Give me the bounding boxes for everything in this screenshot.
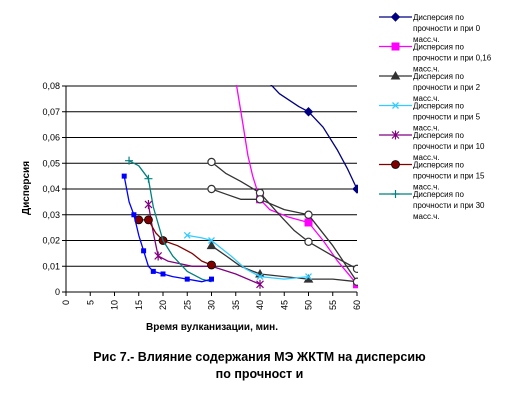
legend-label-1: масс.ч. [413, 35, 440, 44]
legend-label-6: Дисперсия по [413, 161, 464, 170]
y-tick-label: 0,05 [42, 158, 60, 168]
data-point-series-4 [208, 237, 215, 244]
x-tick-label: 25 [182, 300, 192, 310]
data-point-series-7 [125, 156, 134, 165]
legend-marker-6 [391, 160, 400, 169]
y-tick-label: 0,08 [42, 81, 60, 91]
data-point-series-8 [184, 276, 190, 282]
data-point-series-8 [150, 268, 156, 274]
data-point-series-5 [144, 199, 153, 209]
legend-marker-3 [390, 70, 401, 80]
x-tick-label: 10 [110, 300, 120, 310]
y-tick-label: 0,02 [42, 236, 60, 246]
legend-marker-5 [391, 130, 400, 140]
data-point-series-3 [206, 240, 217, 250]
legend-label-1: прочности и при 0 [413, 24, 481, 33]
x-tick-label: 5 [85, 300, 95, 305]
y-tick-label: 0,03 [42, 210, 60, 220]
legend-label-5: прочности и при 10 [413, 142, 485, 151]
data-point-series-2 [304, 218, 313, 227]
data-point-series-6 [144, 215, 153, 225]
data-point-series-10 [255, 195, 265, 204]
legend-label-2: масс.ч. [413, 65, 440, 74]
data-point-series-4 [256, 273, 264, 281]
series-line-3 [211, 245, 358, 283]
legend-marker-2 [391, 42, 400, 51]
data-point-series-8 [121, 173, 127, 179]
legend-label-2: Дисперсия по [413, 43, 464, 52]
legend-label-7: Дисперсия по [413, 190, 464, 199]
data-point-series-8 [131, 212, 137, 218]
legend-label-3: прочности и при 2 [413, 83, 481, 92]
legend-label-2: прочности и при 0,16 [413, 54, 492, 63]
x-tick-label: 15 [134, 300, 144, 310]
data-point-series-10 [207, 184, 216, 194]
legend-label-4: Дисперсия по [413, 102, 464, 111]
data-point-series-4 [305, 273, 312, 281]
data-point-series-10 [352, 277, 358, 286]
y-tick-label: 0,07 [42, 107, 60, 117]
data-point-series-9 [304, 237, 313, 246]
legend-label-5: Дисперсия по [413, 131, 464, 140]
legend-label-3: масс.ч. [413, 94, 440, 103]
caption-line-2: по прочност и [215, 367, 304, 381]
legend-label-3: Дисперсия по [413, 72, 464, 81]
data-point-series-6 [207, 260, 216, 270]
x-tick-label: 50 [304, 300, 314, 310]
legend-marker-4 [392, 102, 399, 109]
data-point-series-4 [183, 231, 191, 239]
data-point-series-5 [256, 279, 264, 289]
x-tick-label: 45 [279, 300, 289, 310]
data-point-series-9 [352, 264, 358, 274]
legend-marker-7 [391, 190, 400, 198]
legend-label-6: масс.ч. [413, 183, 440, 192]
legend-marker-1 [390, 12, 401, 22]
series-line-10 [211, 188, 358, 283]
data-point-series-8 [160, 271, 166, 277]
caption-line-1: Рис 7.- Влияние содержания МЭ ЖКТМ на ди… [93, 350, 426, 364]
x-tick-label: 55 [328, 300, 338, 310]
data-point-series-10 [304, 210, 313, 219]
x-tick-label: 40 [255, 300, 265, 310]
data-point-series-9 [207, 157, 216, 167]
plot-area: 0 0,01 0,02 0,03 0,04 0,05 0,06 0,07 0,08 0 5 10 15 2… [42, 81, 362, 310]
y-tick-label: 0,01 [42, 261, 60, 271]
series-line-9 [211, 161, 358, 270]
series-line-7 [128, 160, 212, 283]
x-tick-label: 60 [352, 300, 362, 310]
series-line-1 [270, 85, 358, 190]
data-point-series-8 [209, 276, 214, 282]
data-point-series-8 [141, 248, 147, 254]
y-axis-title: Дисперсия [21, 161, 32, 215]
x-tick-label: 35 [231, 300, 241, 310]
legend-label-4: масс.ч. [413, 124, 440, 133]
figure-caption: Рис 7.- Влияние содержания МЭ ЖКТМ на ди… [0, 349, 519, 383]
x-tick-label: 0 [61, 300, 71, 305]
legend-label-5: масс.ч. [413, 153, 440, 162]
legend-label-7: масс.ч. [413, 212, 440, 221]
y-tick-label: 0 [55, 287, 60, 297]
legend-label-4: прочности и при 5 [413, 113, 481, 122]
data-point-series-1 [303, 107, 314, 117]
x-tick-label: 30 [207, 300, 217, 310]
data-point-series-1 [352, 184, 358, 194]
data-point-series-7 [144, 174, 153, 183]
x-axis-title: Время вулканизации, мин. [146, 322, 278, 333]
series-group [121, 85, 358, 289]
series-line-2 [235, 85, 358, 285]
legend-label-1: Дисперсия по [413, 13, 464, 22]
legend-label-6: прочности и при 15 [413, 172, 485, 181]
y-tick-label: 0,04 [42, 184, 60, 194]
series-line-4 [187, 234, 309, 280]
legend-label-7: прочности и при 30 [413, 201, 485, 210]
y-tick-label: 0,06 [42, 133, 60, 143]
x-tick-label: 20 [158, 300, 168, 310]
data-point-series-5 [154, 251, 163, 261]
